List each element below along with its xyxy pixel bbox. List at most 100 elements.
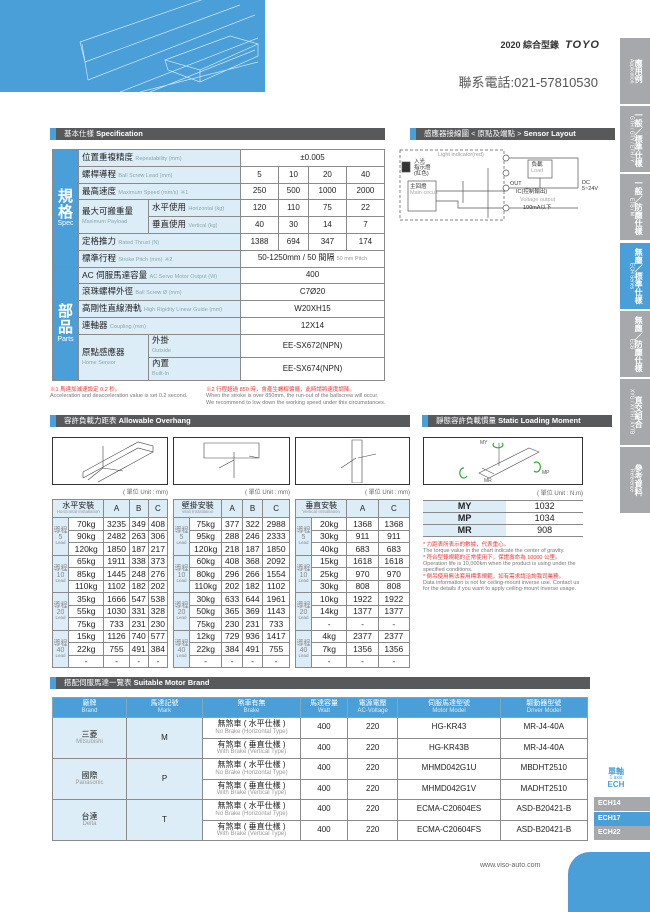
motor-row: 有煞車 ( 垂直仕樣 ) With Brake (Vertical Type) 40… [53, 778, 589, 800]
moment-row: MY 1032 [423, 500, 583, 513]
current-label: 100mA以下 [523, 205, 552, 211]
motor-value-cell: 400 [300, 819, 348, 841]
motor-value-cell: 400 [300, 799, 348, 821]
column-header: A [221, 499, 243, 518]
value-cell: 306 [147, 529, 169, 543]
catalog-year: 2020 綜合型錄 [500, 40, 560, 50]
motor-value-cell: MHMD042G1U [397, 758, 501, 780]
thrust-value: 694 [278, 232, 309, 251]
motor-column-header: 廠牌 Brand [52, 697, 127, 718]
table-row: ---- [53, 654, 169, 668]
value-cell: 384 [147, 642, 169, 656]
motor-value-cell: 220 [346, 778, 399, 800]
side-tab[interactable]: 無塵／標準仕樣 ECH Series [620, 242, 650, 309]
value-cell: 1356 [377, 642, 411, 656]
value-cell: 296 [221, 567, 243, 581]
series-tab[interactable]: ECH17 [594, 811, 650, 826]
moment-key: MR [423, 524, 507, 537]
load-cell: - [310, 617, 348, 631]
side-tab[interactable]: 一般／標準仕樣 GTH / GTY / ETH / Y [620, 106, 650, 173]
value-cell: 2988 [262, 517, 290, 531]
phone-number: 聯系電話:021-57810530 [458, 75, 598, 90]
value-cell: 1618 [346, 554, 379, 568]
stroke-value: 50-1250mm / 50 間隔 50 mm Pitch [240, 249, 385, 268]
website-url[interactable]: www.viso-auto.com [480, 862, 541, 869]
value-cell: - [262, 654, 290, 668]
series-nav-title: 單軸 1 axis ECH [607, 767, 625, 789]
table-row: 22kg 755 491 384 [53, 642, 169, 656]
load-cell: 20kg [310, 517, 348, 531]
value-cell: 1445 [103, 567, 130, 581]
table-row: 95kg 288 246 2333 [174, 529, 290, 543]
side-tab[interactable]: 參考資料 Reference [620, 447, 650, 514]
thrust-value: 174 [345, 232, 386, 251]
side-tab[interactable]: 直交組合 XYG / XYTH / XYTB [620, 379, 650, 445]
value-cell: 1102 [262, 579, 290, 593]
lead-cell: 導程 5 Lead [295, 517, 312, 556]
svg-text:MY: MY [480, 440, 488, 446]
motor-row: 有煞車 ( 垂直仕樣 ) With Brake (Vertical Type) 40… [53, 819, 589, 841]
load-cell: 22kg [188, 642, 223, 656]
value-cell: 266 [241, 567, 264, 581]
side-tab[interactable]: 應用例 Application [620, 38, 650, 104]
moment-note-en: The torque value in the chart indicate t… [423, 548, 565, 555]
overhang-unit: ( 單位 Unit : mm) [365, 490, 410, 496]
table-row: 75kg 230 231 733 [174, 617, 290, 631]
load-cell: 15kg [67, 629, 105, 643]
side-tab[interactable]: 一般／防塵仕樣 ETB / M [620, 174, 650, 241]
value-cell: 733 [262, 617, 290, 631]
brake-cell: 無煞車 ( 水平仕樣 ) No Brake (Horizontal Type) [202, 717, 301, 739]
payload-value: 40 [240, 216, 279, 234]
value-cell: 202 [221, 579, 243, 593]
dc-label: DC 5~24V [582, 180, 599, 193]
spec-group-label: 規格 Spec [52, 149, 79, 268]
toyo-logo: TOYO [565, 39, 600, 51]
table-row: 120kg 218 187 1850 [174, 542, 290, 556]
value-cell: 1850 [262, 542, 290, 556]
value-cell: - [221, 654, 243, 668]
overhang-unit: ( 單位 Unit : mm) [123, 490, 168, 496]
side-tab[interactable]: 無塵／防塵仕樣 ECB [620, 310, 650, 377]
motor-column-header: 驅動器型號 Driver Model [499, 697, 589, 718]
column-header: C [377, 499, 411, 518]
load-cell: 30kg [188, 592, 223, 606]
value-cell: 1850 [103, 542, 130, 556]
lead-label: 螺桿導程 Ball Screw Lead (mm) [78, 165, 241, 184]
value-cell: 369 [241, 604, 264, 618]
series-tab[interactable]: ECH22 [594, 826, 650, 840]
thrust-label: 定格推力 Rated Thrust (N) [78, 232, 241, 251]
table-row: 110kg 202 182 1102 [174, 579, 290, 593]
table-row: 30kg 808 808 [296, 579, 411, 593]
motor-output-label: AC 伺服馬達容量 AC Servo Motor Output (W) [78, 266, 241, 285]
load-cell: 60kg [188, 554, 223, 568]
motor-value-cell: MR-J4-40A [499, 737, 589, 759]
series-tab[interactable]: ECH14 [594, 797, 650, 811]
stroke-label: 標準行程 Stroke Pitch (mm) ※2 [78, 249, 241, 268]
value-cell: 1368 [346, 517, 379, 531]
load-cell: 10kg [310, 592, 348, 606]
value-cell: 230 [221, 617, 243, 631]
value-cell: 2333 [262, 529, 290, 543]
load-cell: 14kg [310, 604, 348, 618]
main-circuit-label: 主回燈 Main circuit [410, 184, 438, 197]
motor-brand-table: 廠牌 Brand 馬達記號 Mark 煞車有無 Brake 馬達容量 Watt 電源電壓 AC-V… [52, 697, 589, 841]
motor-row: 國際 Panasonic P 無煞車 ( 水平仕樣 ) No Brake (Horizo… [52, 758, 589, 800]
sensor-layout-header: 感應器接線圖 < 原點及端點 > Sensor Layout [410, 128, 615, 140]
load-cell: 95kg [188, 529, 223, 543]
value-cell: 1030 [103, 604, 130, 618]
moment-note-zh: * 力距表所表示的數據，代表重心。 [423, 542, 510, 548]
table-row: 導程 10 Lead 60kg 408 368 2092 [173, 554, 290, 593]
lead-cell: 導程 10 Lead [173, 554, 190, 593]
load-cell: 22kg [67, 642, 105, 656]
value-cell: - [346, 654, 379, 668]
lead-value: 40 [345, 165, 386, 184]
ball-screw-label: 滾珠螺桿外徑 Ball Screw Ø (mm) [78, 283, 241, 302]
load-cell: - [188, 654, 223, 668]
motor-row: 三菱 Mitsubishi M 無煞車 ( 水平仕樣 ) No Brake (Horiz… [52, 717, 589, 759]
load-cell: 90kg [67, 529, 105, 543]
value-cell: 577 [147, 629, 169, 643]
lead-value: 5 [240, 165, 279, 184]
svg-text:MR: MR [484, 478, 492, 483]
mark-cell: P [126, 758, 203, 800]
value-cell: 538 [147, 592, 169, 606]
